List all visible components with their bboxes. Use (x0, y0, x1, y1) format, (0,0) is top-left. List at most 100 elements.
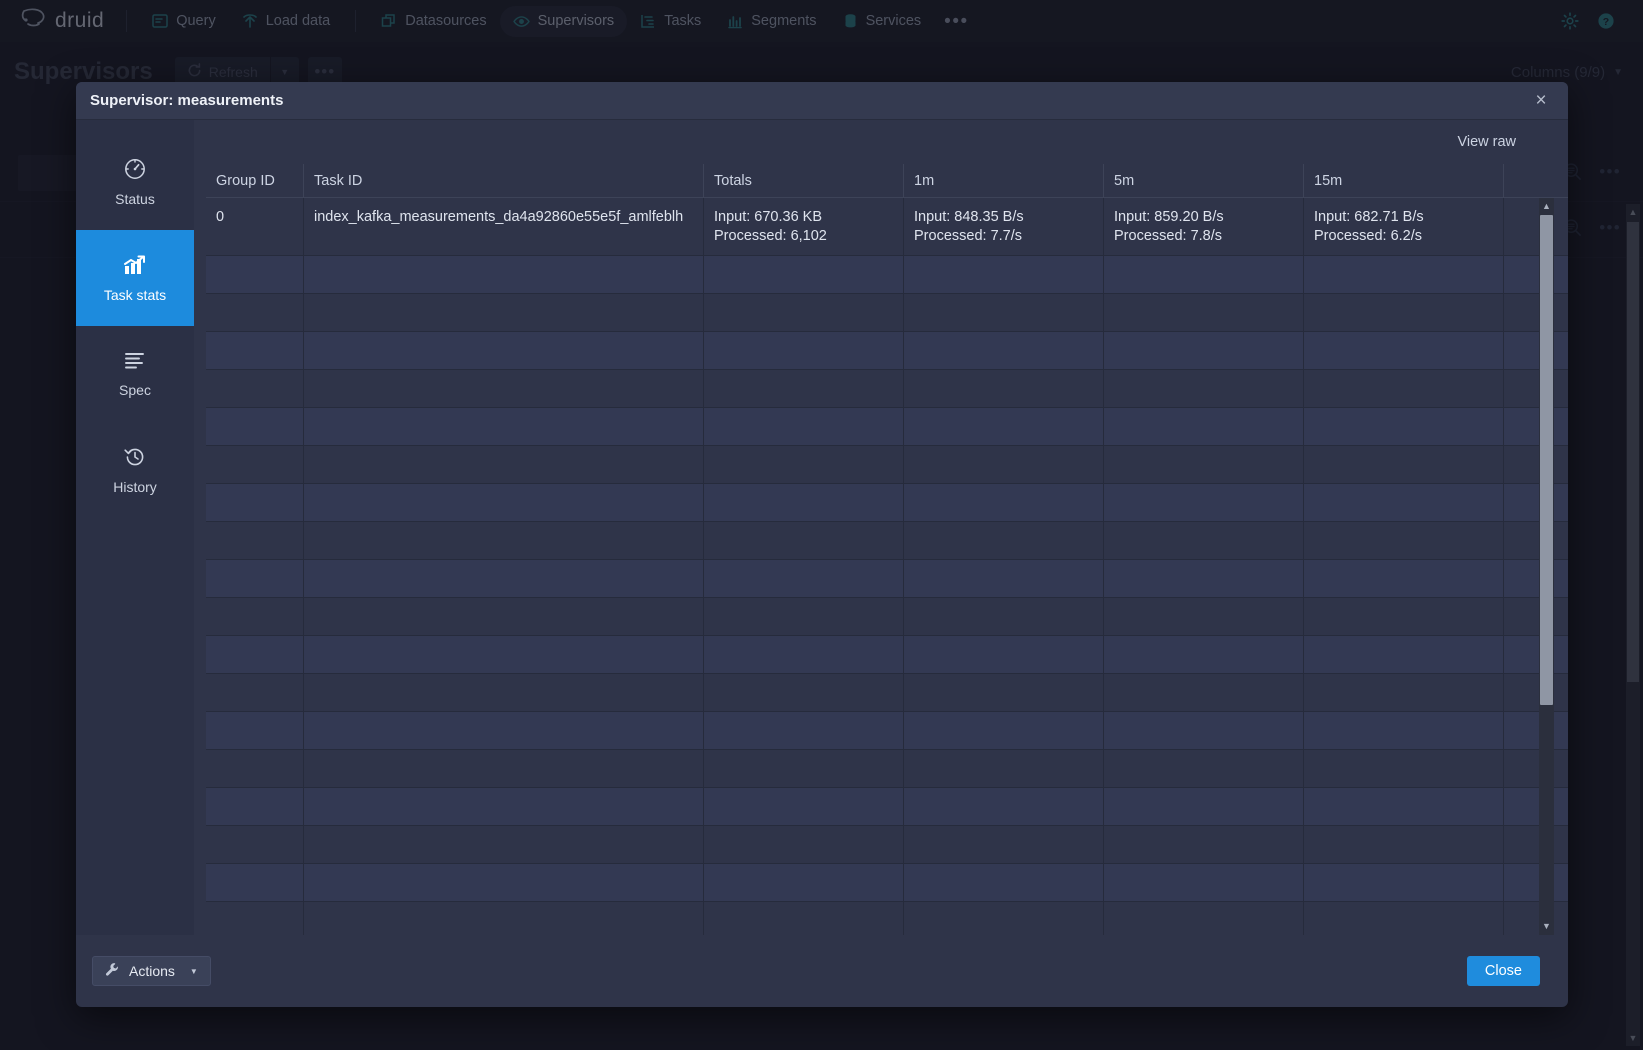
cell-empty (1304, 522, 1504, 561)
column-header-group-id[interactable]: Group ID (206, 164, 304, 198)
tab-history[interactable]: History (76, 422, 194, 518)
cell-empty (704, 332, 904, 371)
column-header-1m[interactable]: 1m (904, 164, 1104, 198)
table-row-empty (206, 294, 1568, 333)
cell-empty (206, 408, 304, 447)
cell-empty (206, 750, 304, 789)
cell-empty (1104, 294, 1304, 333)
cell-empty (704, 598, 904, 637)
cell-empty (704, 446, 904, 485)
cell-empty (206, 826, 304, 865)
column-header-5m[interactable]: 5m (1104, 164, 1304, 198)
table-row-empty (206, 522, 1568, 561)
cell-empty (304, 864, 704, 903)
cell-empty (1304, 484, 1504, 523)
view-raw-link[interactable]: View raw (1457, 134, 1516, 150)
cell-empty (1104, 370, 1304, 409)
cell-empty (1504, 636, 1568, 674)
close-icon[interactable]: × (1535, 90, 1547, 111)
cell-empty (904, 674, 1104, 713)
column-header-task-id[interactable]: Task ID (304, 164, 704, 198)
empty-rows-container (206, 256, 1568, 935)
table-row-empty (206, 408, 1568, 447)
tab-spec-label: Spec (119, 382, 151, 398)
close-button[interactable]: Close (1466, 956, 1540, 986)
cell-empty (1104, 484, 1304, 523)
cell-empty (704, 522, 904, 561)
cell-empty (304, 256, 704, 295)
view-raw-bar: View raw (194, 120, 1568, 164)
actions-button-label: Actions (129, 963, 175, 979)
cell-empty (304, 446, 704, 485)
cell-empty (304, 788, 704, 827)
table-row-empty (206, 826, 1568, 865)
cell-empty (904, 826, 1104, 865)
cell-empty (1504, 408, 1568, 446)
list-icon (123, 350, 147, 372)
table-row-empty (206, 256, 1568, 295)
tab-spec[interactable]: Spec (76, 326, 194, 422)
cell-empty (704, 788, 904, 827)
cell-empty (1104, 522, 1304, 561)
cell-5m: Input: 859.20 B/s Processed: 7.8/s (1104, 198, 1304, 256)
table-row-empty (206, 370, 1568, 409)
cell-empty (904, 484, 1104, 523)
chevron-down-icon: ▼ (189, 966, 198, 976)
table-row[interactable]: 0 index_kafka_measurements_da4a92860e55e… (206, 198, 1568, 257)
actions-button[interactable]: Actions ▼ (92, 956, 211, 986)
column-header-totals[interactable]: Totals (704, 164, 904, 198)
cell-empty (704, 256, 904, 295)
cell-empty (304, 750, 704, 789)
cell-empty (206, 864, 304, 903)
cell-empty (1304, 636, 1504, 675)
table-scroll-thumb[interactable] (1540, 215, 1553, 705)
cell-empty (904, 750, 1104, 789)
table-row-empty (206, 332, 1568, 371)
cell-empty (1104, 902, 1304, 935)
cell-empty (1504, 864, 1568, 902)
table-row-empty (206, 446, 1568, 485)
cell-empty (1504, 446, 1568, 484)
cell-empty (206, 484, 304, 523)
cell-empty (304, 294, 704, 333)
column-header-15m[interactable]: 15m (1304, 164, 1504, 198)
cell-empty (1104, 636, 1304, 675)
cell-empty (1304, 408, 1504, 447)
cell-empty (1504, 484, 1568, 522)
table-row-empty (206, 864, 1568, 903)
tab-status[interactable]: Status (76, 134, 194, 230)
cell-empty (206, 902, 304, 935)
tab-task-stats[interactable]: Task stats (76, 230, 194, 326)
cell-empty (1304, 256, 1504, 295)
cell-empty (304, 902, 704, 935)
bar-chart-icon (122, 253, 148, 277)
dialog-footer: Actions ▼ Close (76, 935, 1568, 1007)
cell-spacer (1504, 198, 1568, 255)
table-scroll-down-arrow[interactable]: ▼ (1542, 921, 1551, 931)
cell-empty (704, 902, 904, 935)
cell-empty (1104, 408, 1304, 447)
cell-empty (304, 370, 704, 409)
table-row-empty (206, 788, 1568, 827)
cell-1m: Input: 848.35 B/s Processed: 7.7/s (904, 198, 1104, 256)
table-row-empty (206, 560, 1568, 599)
table-scroll-up-arrow[interactable]: ▲ (1542, 201, 1551, 211)
table-row-empty (206, 636, 1568, 675)
cell-empty (1304, 864, 1504, 903)
table-row-empty (206, 750, 1568, 789)
cell-empty (206, 446, 304, 485)
cell-empty (1104, 332, 1304, 371)
cell-empty (206, 332, 304, 371)
table-scrollbar[interactable]: ▲ ▼ (1539, 198, 1554, 935)
cell-empty (1104, 826, 1304, 865)
table-row-empty (206, 712, 1568, 751)
cell-empty (704, 408, 904, 447)
cell-empty (704, 826, 904, 865)
cell-empty (904, 294, 1104, 333)
cell-empty (1304, 712, 1504, 751)
cell-empty (904, 408, 1104, 447)
cell-empty (304, 826, 704, 865)
table-header-row: Group ID Task ID Totals 1m 5m 15m (206, 164, 1568, 198)
cell-empty (1104, 712, 1304, 751)
cell-empty (904, 522, 1104, 561)
